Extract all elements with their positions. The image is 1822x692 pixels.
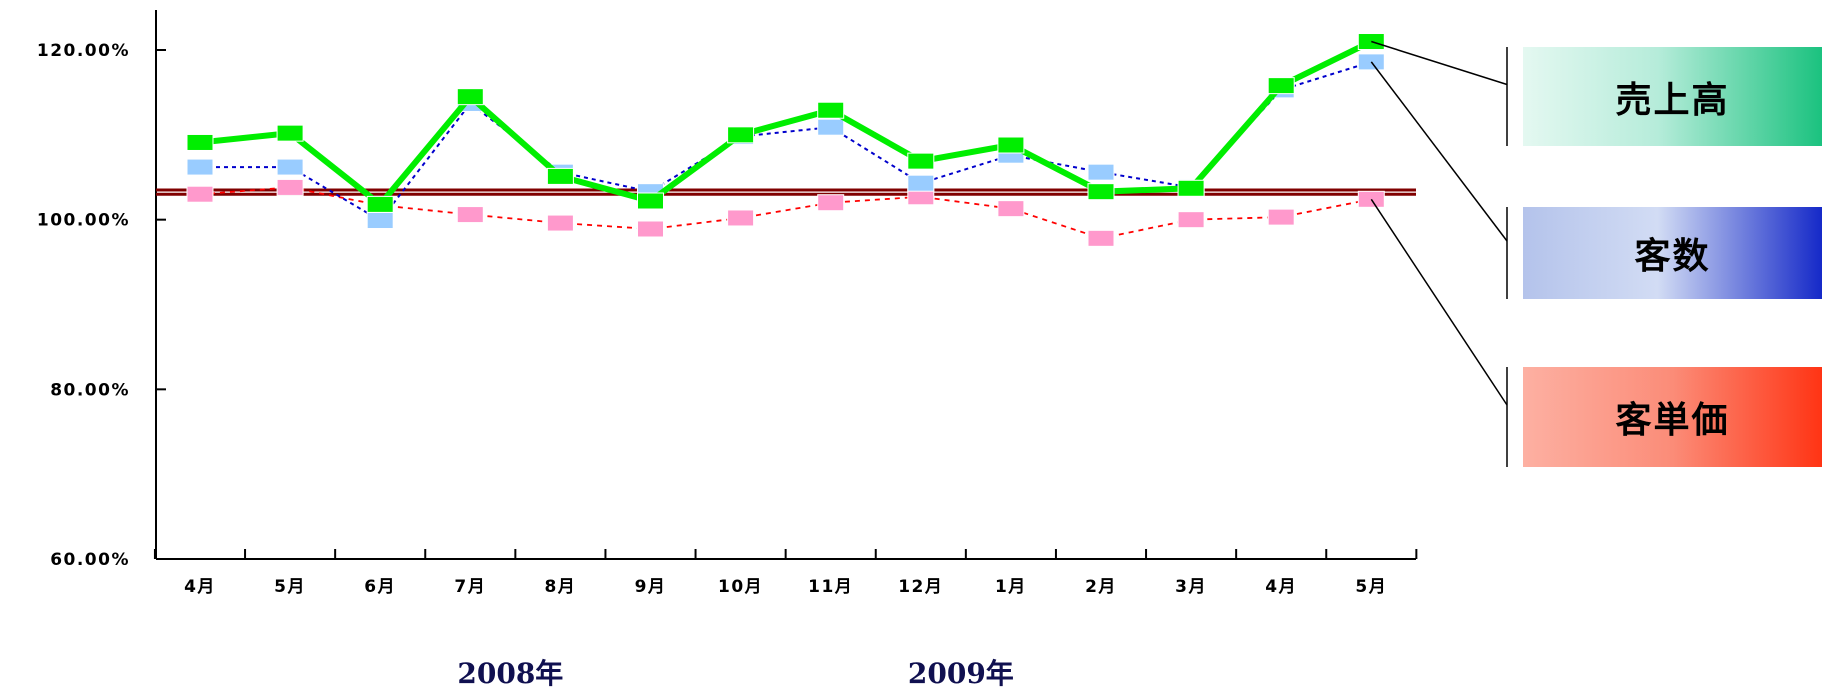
data-point-marker xyxy=(186,158,214,176)
data-point-marker xyxy=(1177,211,1205,229)
x-tick-label: 1月 xyxy=(995,577,1027,597)
series-line xyxy=(200,60,1372,222)
legend-leader-line xyxy=(1370,198,1508,406)
data-point-marker xyxy=(1357,53,1385,71)
data-point-marker xyxy=(366,212,394,230)
legend-unit-price: 客単価 xyxy=(1523,367,1822,467)
data-point-marker xyxy=(546,167,574,185)
series-customers xyxy=(186,53,1385,230)
data-point-marker xyxy=(276,124,304,142)
legend-customers: 客数 xyxy=(1523,207,1822,299)
data-point-marker xyxy=(637,192,664,210)
data-point-marker xyxy=(456,88,484,106)
data-point-marker xyxy=(817,118,845,136)
data-point-marker xyxy=(997,136,1025,154)
data-point-marker xyxy=(997,200,1025,218)
data-point-marker xyxy=(276,178,304,196)
data-point-marker xyxy=(1267,208,1295,226)
data-point-marker xyxy=(817,194,845,212)
legend-leader-line xyxy=(1370,61,1508,242)
data-point-marker xyxy=(727,209,755,227)
data-point-marker xyxy=(907,152,935,170)
x-tick-label: 6月 xyxy=(364,577,396,597)
data-point-marker xyxy=(186,185,214,203)
legend-leader-line xyxy=(1371,40,1508,86)
data-point-marker xyxy=(546,214,574,232)
reference-lines xyxy=(156,188,1416,196)
data-point-marker xyxy=(907,174,935,192)
data-point-marker xyxy=(1177,179,1205,197)
data-point-marker xyxy=(817,101,845,119)
data-point-marker xyxy=(276,158,304,176)
data-point-marker xyxy=(1267,77,1295,95)
x-tick-label: 12月 xyxy=(898,577,943,597)
x-tick-label: 9月 xyxy=(635,577,667,597)
year-label: 2009年 xyxy=(908,657,1014,690)
x-tick-label: 7月 xyxy=(454,577,486,597)
axis-labels: 60.00% 80.00% 100.00% 120.00% 4月 5月 6月 7月 8月 9月 10… xyxy=(37,41,1387,690)
x-tick-label: 2月 xyxy=(1085,577,1117,597)
legend-connectors xyxy=(1370,40,1508,467)
y-tick-label: 80.00% xyxy=(50,380,130,400)
x-tick-label: 4月 xyxy=(1265,577,1297,597)
data-point-marker xyxy=(727,126,755,144)
y-tick-label: 100.00% xyxy=(37,211,130,231)
data-point-marker xyxy=(1087,229,1115,247)
x-tick-label: 10月 xyxy=(718,577,763,597)
series-line xyxy=(199,186,1372,240)
chart-axes xyxy=(153,10,1418,560)
data-point-marker xyxy=(456,206,484,224)
data-point-marker xyxy=(1087,163,1115,181)
y-tick-label: 120.00% xyxy=(37,41,130,61)
x-tick-label: 5月 xyxy=(274,577,306,597)
data-point-marker xyxy=(186,133,214,151)
data-point-marker xyxy=(637,220,664,238)
x-tick-label: 5月 xyxy=(1355,577,1387,597)
x-tick-label: 4月 xyxy=(184,577,216,597)
series-line xyxy=(199,38,1373,209)
legend-sales-label: 売上高 xyxy=(1615,79,1730,121)
legend-sales: 売上高 xyxy=(1523,47,1822,146)
legend-unit-price-label: 客単価 xyxy=(1615,400,1730,441)
legend-customers-label: 客数 xyxy=(1634,236,1711,277)
data-point-marker xyxy=(366,195,394,213)
series-layer xyxy=(186,33,1385,247)
x-tick-label: 3月 xyxy=(1175,577,1207,597)
year-label: 2008年 xyxy=(457,657,563,690)
x-tick-label: 8月 xyxy=(544,577,576,597)
y-tick-label: 60.00% xyxy=(50,550,130,570)
series-sales xyxy=(186,33,1385,213)
data-point-marker xyxy=(1087,183,1115,201)
x-tick-label: 11月 xyxy=(808,577,853,597)
